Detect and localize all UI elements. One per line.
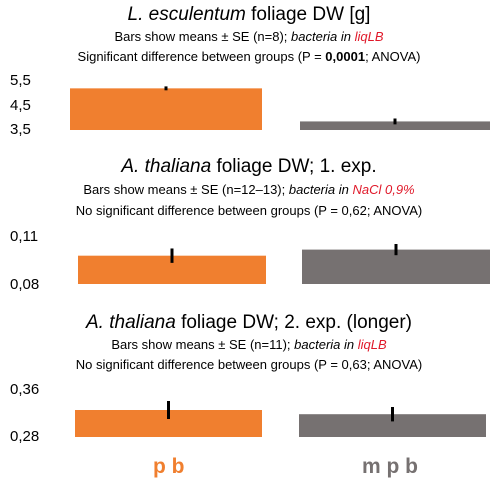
panel3-subtitle-1: Bars show means ± SE (n=11); bacteria in…	[0, 337, 498, 352]
panel3-title-species: A. thaliana	[86, 312, 176, 333]
panel3-sub1-ital: bacteria in	[294, 337, 358, 352]
panel3-sub1-plain: Bars show means ± SE (n=11);	[111, 337, 295, 352]
panel3-tick-bottom: 0,28	[10, 428, 40, 445]
panel1-sub2-pre: Significant difference between groups (P…	[77, 49, 326, 64]
panel2-bar-mpb	[302, 249, 490, 284]
panel3-sub2-text: No significant difference between groups…	[75, 357, 423, 372]
panel3-tick-top: 0,36	[10, 381, 40, 398]
panel1-sub1-ital: bacteria in	[291, 29, 355, 44]
panel1-bar-pb	[70, 88, 262, 130]
panel2-tick-top: 0,11	[10, 228, 39, 245]
panel3-sub1-red: liqLB	[357, 337, 387, 352]
panel2-sub1-ital: bacteria in	[288, 182, 353, 197]
group-label-mpb: m p b	[362, 455, 418, 478]
panel2-subtitle-2: No significant difference between groups…	[0, 203, 498, 218]
panel2-sub1-red: NaCl 0,9%	[352, 182, 415, 197]
panel1-subtitle-1: Bars show means ± SE (n=8); bacteria in …	[0, 29, 498, 44]
panel1-sub1-red: liqLB	[354, 29, 384, 44]
panel2-sub1-plain: Bars show means ± SE (n=12–13);	[83, 182, 289, 197]
panel1-tick-top: 5,5	[10, 72, 31, 89]
panel1-subtitle-2: Significant difference between groups (P…	[0, 49, 498, 64]
panel1-title-species: L. esculentum	[127, 4, 246, 25]
panel1-tick-mid: 4,5	[10, 97, 31, 114]
panel1-sub2-bold: 0,0001	[325, 49, 366, 64]
group-label-pb: p b	[153, 455, 185, 478]
panel2-subtitle-1: Bars show means ± SE (n=12–13); bacteria…	[0, 182, 498, 197]
panel1-title-rest: foliage DW [g]	[245, 4, 371, 25]
panel3-subtitle-2: No significant difference between groups…	[0, 357, 498, 372]
panel1-sub1-plain: Bars show means ± SE (n=8);	[114, 29, 292, 44]
panel1-sub2-post: ; ANOVA)	[365, 49, 421, 64]
panel2-title: A. thaliana foliage DW; 1. exp.	[0, 156, 498, 178]
panel1-title: L. esculentum foliage DW [g]	[0, 4, 498, 26]
panel2-title-species: A. thaliana	[121, 156, 212, 177]
panel2-sub2-text: No significant difference between groups…	[75, 203, 423, 218]
panel2-title-rest: foliage DW; 1. exp.	[211, 156, 377, 177]
panel1-tick-bottom: 3,5	[10, 121, 31, 138]
panel3-bar-mpb	[299, 414, 486, 437]
panel3-title-rest: foliage DW; 2. exp. (longer)	[175, 312, 412, 333]
panel2-tick-bottom: 0,08	[10, 276, 40, 293]
panel3-title: A. thaliana foliage DW; 2. exp. (longer)	[0, 312, 498, 334]
panel1-bar-mpb	[300, 121, 490, 130]
